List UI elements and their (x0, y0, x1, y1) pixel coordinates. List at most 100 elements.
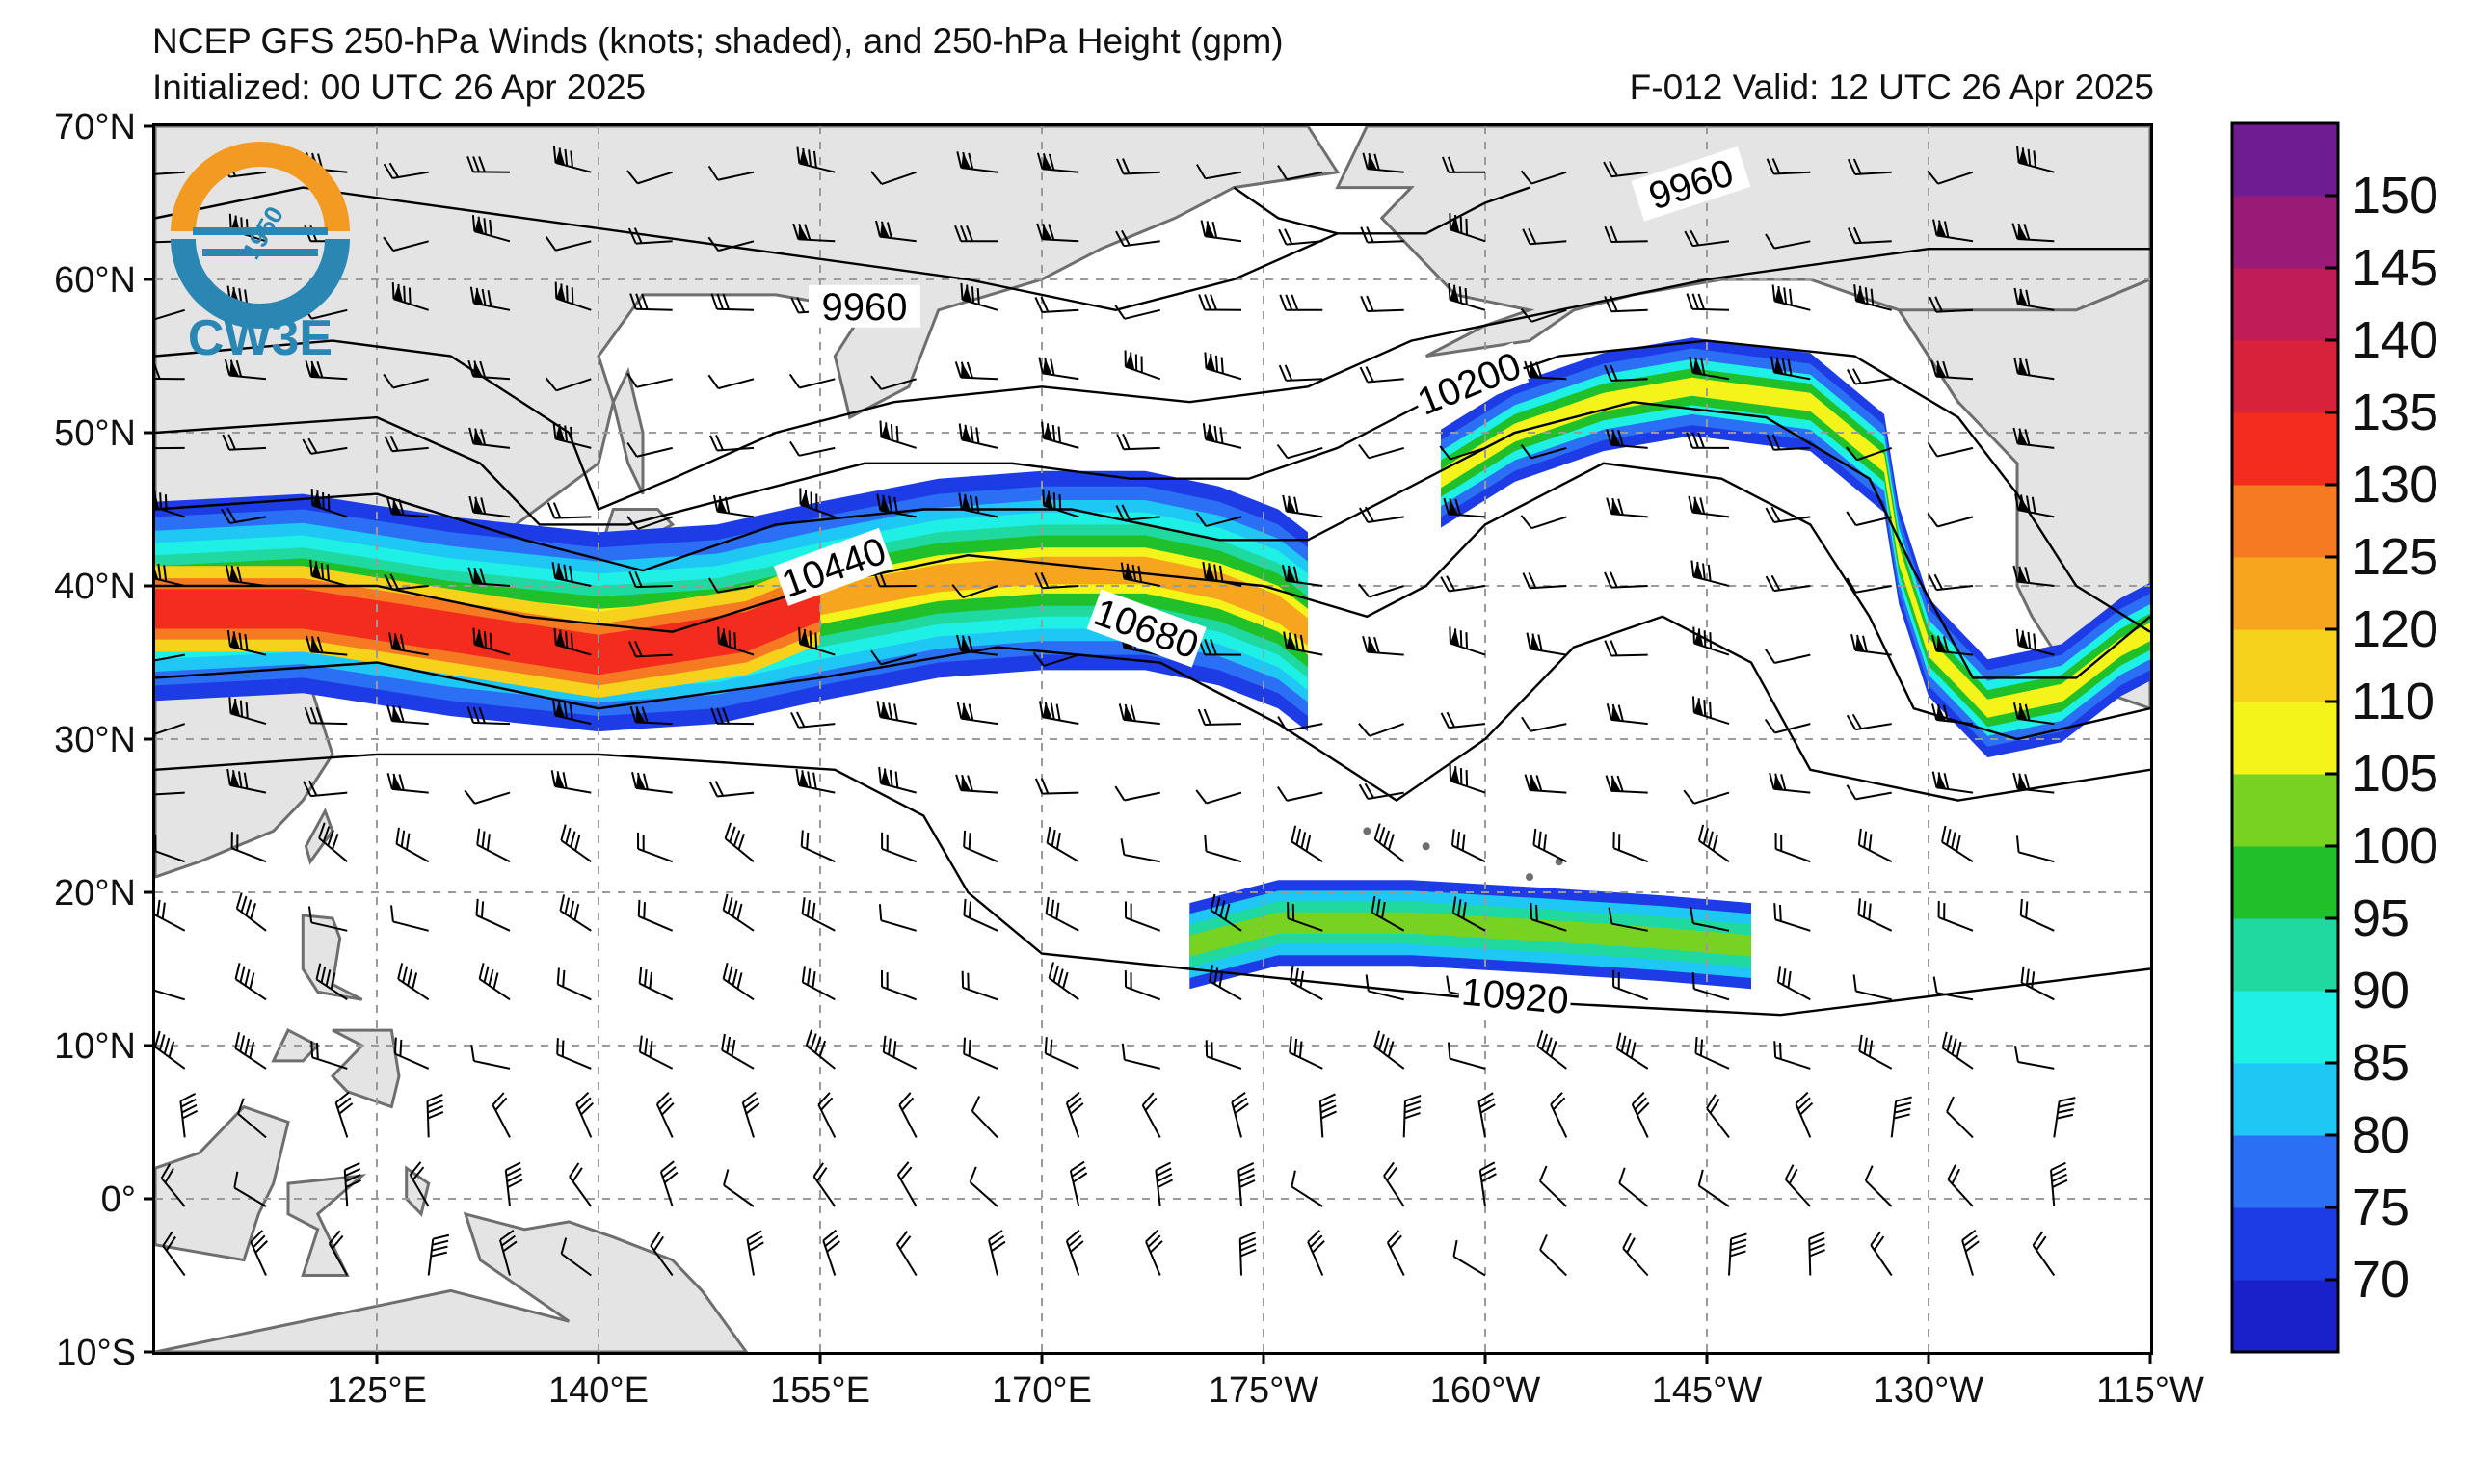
wind-barb (1868, 1232, 1904, 1275)
wind-barb (1280, 363, 1323, 381)
wind-barb (1688, 560, 1733, 586)
wind-barb (1381, 1162, 1417, 1206)
wind-barb (956, 423, 1000, 447)
wind-barb (2012, 773, 2056, 793)
wind-barb (1522, 502, 1567, 530)
wind-barb (249, 1231, 280, 1276)
lon-label: 140°E (548, 1370, 649, 1411)
hawaii-island (1363, 827, 1371, 835)
wind-barb (957, 971, 1002, 1000)
wind-barb (232, 892, 276, 930)
wind-barb (793, 769, 838, 793)
lon-label: 130°W (1874, 1370, 1984, 1411)
wind-barb (1766, 709, 1811, 734)
wind-barb (1794, 1093, 1824, 1138)
wind-barb (552, 967, 598, 999)
lon-label: 125°E (327, 1370, 427, 1411)
chart-title: NCEP GFS 250-hPa Winds (knots; shaded), … (152, 21, 1284, 62)
wind-barb (1848, 708, 1892, 730)
wind-barb (711, 495, 756, 517)
colorbar-swatch (2232, 123, 2338, 197)
wind-barb (630, 772, 675, 792)
wind-barb (1118, 703, 1161, 724)
wind-barb (334, 1093, 362, 1138)
wind-barb (2013, 835, 2059, 861)
lat-label: 50°N (54, 413, 136, 454)
lat-label: 10°S (56, 1333, 136, 1373)
wind-barb (1120, 902, 1165, 931)
colorbar-label: 100 (2352, 817, 2438, 875)
lat-label: 60°N (54, 260, 136, 301)
wind-barb (654, 1093, 686, 1138)
colorbar-label: 110 (2352, 673, 2435, 730)
wind-barb (1449, 1240, 1493, 1275)
lon-label: 145°W (1652, 1370, 1763, 1411)
wind-barb (1037, 358, 1081, 380)
colorbar-swatch (2232, 412, 2338, 486)
wind-barb (1937, 826, 1982, 861)
colorbar-label: 130 (2352, 456, 2438, 514)
wind-barb (811, 1163, 847, 1206)
wind-barb (393, 963, 437, 999)
wind-barb (1117, 433, 1160, 450)
wind-barb (566, 1163, 603, 1206)
colorbar-swatch (2232, 991, 2338, 1064)
colorbar-label: 140 (2352, 311, 2438, 369)
wind-barb (1770, 903, 1815, 931)
wind-barb (1549, 1093, 1581, 1138)
wind-barb (1703, 1095, 1741, 1138)
wind-barb (1065, 1231, 1094, 1276)
wind-barb (1119, 1044, 1164, 1069)
wind-barb (2030, 1232, 2066, 1275)
hawaii-island (1423, 842, 1430, 850)
wind-barb (465, 778, 510, 805)
lat-label: 30°N (54, 720, 136, 760)
wind-barb (1606, 776, 1649, 793)
wind-barb (959, 1038, 1004, 1069)
colorbar-swatch (2232, 1280, 2338, 1353)
wind-barb (1694, 1170, 1738, 1206)
colorbar-label: 125 (2352, 528, 2438, 586)
wind-barb (969, 1097, 1009, 1138)
wind-barb (1861, 1166, 1902, 1206)
wind-barb (1306, 1231, 1337, 1276)
colorbar-swatch (2232, 629, 2338, 702)
wind-barb (1045, 963, 1088, 1000)
wind-barb (633, 900, 679, 931)
colorbar-label: 105 (2352, 745, 2438, 803)
wind-barb (632, 833, 678, 861)
colorbar-swatch (2232, 1207, 2338, 1281)
hawaii-island (1526, 873, 1533, 881)
wind-barb (1960, 1231, 1987, 1276)
wind-barb (959, 831, 1004, 861)
wind-barb (955, 775, 998, 793)
wind-barb (1933, 901, 1979, 931)
wind-barb (1770, 833, 1816, 861)
wind-barb (1479, 1162, 1501, 1206)
wind-barb (1038, 422, 1083, 448)
wind-barb (1477, 1093, 1500, 1137)
wind-barb (1606, 703, 1650, 724)
wind-barb (627, 364, 672, 388)
wind-barb (548, 501, 591, 517)
wind-barb (1687, 294, 1729, 310)
wind-barb (468, 1045, 513, 1069)
colorbar-swatch (2232, 774, 2338, 847)
init-time: Initialized: 00 UTC 26 Apr 2025 (152, 67, 646, 108)
wind-barb (1042, 827, 1086, 861)
contour-label-text: 10920 (1460, 971, 1571, 1023)
wind-barb (708, 364, 754, 390)
wind-barb (1612, 1033, 1657, 1069)
wind-barb (878, 1036, 923, 1069)
wind-barb (634, 967, 679, 1000)
wind-barb (1287, 1171, 1331, 1206)
lon-label: 160°W (1430, 1370, 1541, 1411)
wind-barb (2015, 899, 2061, 931)
colorbar-swatch (2232, 268, 2338, 341)
wind-barb (1362, 636, 1405, 654)
wind-barb (635, 1036, 679, 1069)
wind-barb (1630, 1093, 1662, 1138)
